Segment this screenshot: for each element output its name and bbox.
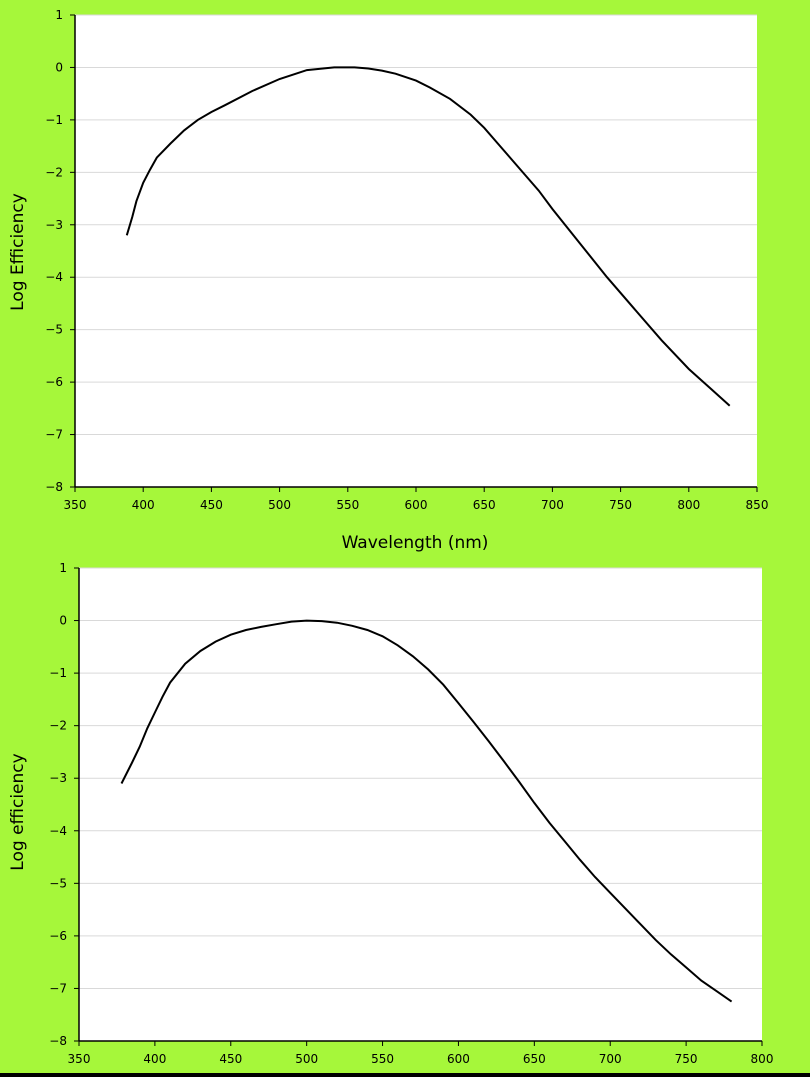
chart-top: 1 0 −1 −2 −3 −4 −5 −6 −7 −8 350 400 450 500 550 600 650… [8,8,769,553]
x-tick-label: 450 [200,498,223,512]
x-tick-label: 750 [675,1052,698,1066]
y-tick-labels: 1 0 −1 −2 −3 −4 −5 −6 −7 −8 [45,8,63,494]
x-tick-label: 350 [68,1052,91,1066]
x-tick-label: 750 [609,498,632,512]
x-tick-label: 850 [746,498,769,512]
y-tick-label: −1 [45,113,63,127]
axes [74,567,763,1046]
x-tick-label: 500 [268,498,291,512]
x-tick-label: 550 [371,1052,394,1066]
x-tick-label: 400 [143,1052,166,1066]
bottom-border [0,1073,810,1077]
x-tick-label: 800 [751,1052,774,1066]
efficiency-curve [125,66,731,407]
y-tick-label: −4 [45,270,63,284]
x-tick-label: 700 [541,498,564,512]
x-tick-label: 650 [473,498,496,512]
gridlines [75,14,757,436]
y-tick-label: 1 [55,8,63,22]
x-tick-labels: 350 400 450 500 550 600 650 700 750 800 850 [64,498,769,512]
y-axis-title: Log Efficiency [8,193,28,311]
y-tick-label: −8 [45,480,63,494]
x-tick-label: 650 [523,1052,546,1066]
x-tick-label: 450 [219,1052,242,1066]
chart-bottom: 1 0 −1 −2 −3 −4 −5 −6 −7 −8 350 400 450 500 550 600 650… [8,561,774,1066]
plot-area [79,568,762,1041]
y-tick-label: −5 [45,323,63,337]
y-axis-title: Log efficiency [8,753,28,870]
y-tick-label: −4 [49,824,67,838]
y-tick-label: −6 [49,929,67,943]
x-tick-label: 400 [132,498,155,512]
x-tick-label: 600 [447,1052,470,1066]
y-tick-label: −2 [49,719,67,733]
y-tick-label: 0 [59,614,67,628]
y-tick-label: −3 [45,218,63,232]
y-tick-label: −5 [49,876,67,890]
y-tick-label: −6 [45,375,63,389]
y-tick-label: −7 [49,981,67,995]
y-tick-label: −8 [49,1034,67,1048]
efficiency-curve [120,619,733,1003]
y-tick-label: −2 [45,165,63,179]
x-tick-label: 350 [64,498,87,512]
x-tick-label: 800 [677,498,700,512]
y-tick-label: −1 [49,666,67,680]
x-tick-label: 500 [295,1052,318,1066]
y-tick-label: −7 [45,428,63,442]
x-axis-title: Wavelength (nm) [342,533,489,553]
gridlines [79,567,762,989]
y-tick-label: 1 [59,561,67,575]
x-tick-label: 550 [336,498,359,512]
y-tick-label: 0 [55,60,63,74]
x-tick-labels: 350 400 450 500 550 600 650 700 750 800 [68,1052,774,1066]
plot-area [75,15,757,487]
y-tick-labels: 1 0 −1 −2 −3 −4 −5 −6 −7 −8 [49,561,67,1048]
axes [70,14,758,492]
x-tick-label: 600 [405,498,428,512]
y-tick-label: −3 [49,771,67,785]
x-tick-label: 700 [599,1052,622,1066]
